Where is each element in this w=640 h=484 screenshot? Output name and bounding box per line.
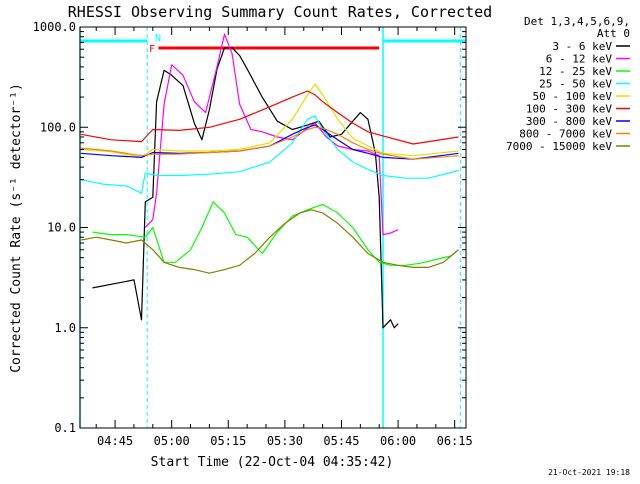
legend-label: 7000 - 15000 keV bbox=[506, 140, 612, 153]
legend-label: 800 - 7000 keV bbox=[519, 128, 612, 141]
legend-label: 25 - 50 keV bbox=[539, 78, 612, 91]
series-line bbox=[81, 126, 459, 160]
x-tick-label: 05:15 bbox=[210, 434, 246, 448]
series-line bbox=[144, 33, 399, 236]
y-axis-label: Corrected Count Rate (s⁻¹ detector⁻¹) bbox=[9, 83, 24, 373]
legend-label: 6 - 12 keV bbox=[546, 53, 613, 66]
x-tick-label: 05:30 bbox=[267, 434, 303, 448]
series-layer bbox=[80, 33, 459, 329]
y-tick-label: 1.0 bbox=[54, 321, 76, 335]
x-tick-label: 05:00 bbox=[154, 434, 190, 448]
generated-timestamp: 21-Oct-2021 19:18 bbox=[548, 468, 630, 477]
series-line bbox=[80, 209, 459, 274]
series-line bbox=[81, 83, 459, 158]
legend-label: 50 - 100 keV bbox=[533, 90, 613, 103]
x-axis-label: Start Time (22-Oct-04 04:35:42) bbox=[151, 455, 394, 470]
series-line bbox=[80, 90, 459, 145]
x-tick-label: 05:45 bbox=[323, 434, 359, 448]
y-tick-label: 100.0 bbox=[40, 120, 76, 134]
y-tick-label: 1000.0 bbox=[33, 20, 76, 34]
flare-label: F bbox=[149, 44, 155, 55]
legend-label: 300 - 800 keV bbox=[526, 115, 612, 128]
series-line bbox=[80, 115, 459, 194]
series-line bbox=[81, 124, 459, 160]
night-label: N bbox=[155, 33, 161, 44]
x-tick-label: 06:15 bbox=[437, 434, 473, 448]
legend-header-line-1: Det 1,3,4,5,6,9, bbox=[524, 15, 630, 28]
y-tick-label: 10.0 bbox=[47, 221, 76, 235]
legend-label: 100 - 300 keV bbox=[526, 103, 612, 116]
legend-label: 12 - 25 keV bbox=[539, 65, 612, 78]
legend-header-line-2: Att 0 bbox=[597, 27, 630, 40]
axes-layer: 0.1 1.0 10.0 100.0 1000.0 04:45 05:00 05:15 05:3… bbox=[33, 20, 473, 448]
legend-label: 3 - 6 keV bbox=[552, 40, 612, 53]
chart-title: RHESSI Observing Summary Count Rates, Co… bbox=[68, 3, 492, 21]
x-tick-label: 04:45 bbox=[97, 434, 133, 448]
y-tick-label: 0.1 bbox=[54, 421, 76, 435]
series-line bbox=[92, 47, 399, 329]
x-tick-label: 06:00 bbox=[380, 434, 416, 448]
